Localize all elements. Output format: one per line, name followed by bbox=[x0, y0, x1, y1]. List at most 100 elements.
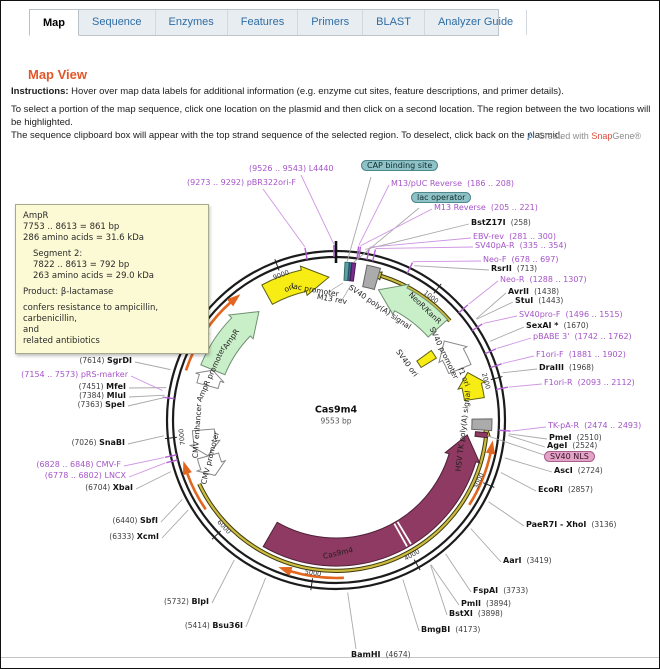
map-label-bmgbi[interactable]: BmgBI (4173) bbox=[421, 625, 481, 634]
tab-map[interactable]: Map bbox=[29, 9, 79, 36]
bubble-cap-binding-site[interactable]: CAP binding site bbox=[361, 160, 439, 171]
map-label-snabi[interactable]: (7026) SnaBI bbox=[71, 438, 125, 447]
plasmid-map-canvas[interactable] bbox=[1, 151, 659, 657]
primer-tick[interactable] bbox=[495, 386, 509, 391]
map-label-f1ori-r[interactable]: F1ori-R (2093 .. 2112) bbox=[544, 378, 635, 387]
map-label-pmei[interactable]: PmeI (2510) bbox=[549, 433, 602, 442]
map-label-aari[interactable]: AarI (3419) bbox=[503, 556, 552, 565]
bubble-lac-operator[interactable]: lac operator bbox=[411, 192, 472, 203]
primer-tick[interactable] bbox=[164, 454, 177, 459]
map-label-neo-f[interactable]: Neo-F (678 .. 697) bbox=[483, 255, 559, 264]
map-label-paer7i-xhoi[interactable]: PaeR7I - XhoI (3136) bbox=[526, 520, 617, 529]
primer-tick[interactable] bbox=[356, 246, 360, 259]
map-label-sbfi[interactable]: (6440) SbfI bbox=[112, 516, 158, 525]
map-label-pbabe-3[interactable]: pBABE 3' (1742 .. 1762) bbox=[533, 332, 632, 341]
feature-label-cmv-promoter[interactable]: CMV promoter bbox=[199, 430, 221, 486]
feature-cmv-promoter[interactable] bbox=[195, 452, 227, 476]
tab-enzymes[interactable]: Enzymes bbox=[156, 10, 228, 35]
feature-label-sv40-poly-a-signal[interactable]: SV40 poly(A) signal bbox=[347, 282, 413, 332]
map-label-blpi[interactable]: (5732) BlpI bbox=[163, 597, 209, 606]
map-label-tk-pa-r[interactable]: TK-pA-R (2474 .. 2493) bbox=[548, 421, 642, 430]
map-label-m13-reverse[interactable]: M13 Reverse (205 .. 221) bbox=[434, 203, 538, 212]
primer-tick[interactable] bbox=[458, 304, 469, 314]
map-label-fspai[interactable]: FspAI (3733) bbox=[473, 586, 529, 595]
map-label-bamhi[interactable]: BamHI (4674) bbox=[351, 650, 411, 659]
primer-tick[interactable] bbox=[358, 246, 362, 259]
arc-olive-cas9[interactable] bbox=[198, 435, 488, 572]
map-label-sexai[interactable]: SexAI * (1670) bbox=[526, 321, 589, 330]
tab-features[interactable]: Features bbox=[228, 10, 299, 35]
tab-blast[interactable]: BLAST bbox=[363, 10, 425, 35]
primer-tick[interactable] bbox=[162, 396, 175, 400]
feature-hsv-tk-polya-signal[interactable] bbox=[471, 418, 493, 432]
map-label-ebv-rev[interactable]: EBV-rev (281 .. 300) bbox=[473, 232, 557, 241]
primer-tick[interactable] bbox=[498, 429, 511, 432]
map-label-bstxi[interactable]: BstXI (3898) bbox=[449, 609, 503, 618]
feature-cmv-enhancer[interactable] bbox=[188, 428, 221, 457]
feature-f1-ori[interactable] bbox=[457, 371, 487, 402]
map-label-lac-operator[interactable]: lac operator bbox=[411, 192, 472, 203]
arc-orange-bottom[interactable] bbox=[290, 570, 344, 580]
map-label-neo-r[interactable]: Neo-R (1288 .. 1307) bbox=[500, 275, 587, 284]
map-label-mfei[interactable]: (7451) MfeI bbox=[78, 382, 126, 391]
map-label-lncx[interactable]: (6778 .. 6802) LNCX bbox=[44, 471, 126, 480]
primer-tick[interactable] bbox=[371, 249, 377, 262]
map-label-xbai[interactable]: (6704) XbaI bbox=[85, 483, 133, 492]
primer-tick[interactable] bbox=[490, 363, 502, 369]
tab-primers[interactable]: Primers bbox=[298, 10, 364, 35]
primer-tick[interactable] bbox=[406, 262, 414, 274]
feature-sv40-promoter[interactable] bbox=[438, 340, 472, 375]
feature-label-sv40-promoter[interactable]: SV40 promoter bbox=[427, 325, 461, 381]
primer-tick[interactable] bbox=[484, 348, 497, 355]
feature-lac-operator[interactable] bbox=[349, 262, 357, 282]
map-label-rsrii[interactable]: RsrII (713) bbox=[491, 264, 538, 273]
map-label-l4440[interactable]: (9526 .. 9543) L4440 bbox=[249, 164, 334, 173]
feature-ampr-promoter[interactable] bbox=[195, 369, 225, 390]
arc-orange-right[interactable] bbox=[468, 452, 492, 506]
feature-label-m13-rev[interactable]: M13 rev bbox=[316, 291, 348, 307]
map-label-cap-binding-site[interactable]: CAP binding site bbox=[361, 160, 439, 171]
map-label-pbr322ori-f[interactable]: (9273 .. 9292) pBR322ori-F bbox=[187, 178, 296, 187]
arc-olive-neor[interactable] bbox=[380, 274, 451, 322]
tab-sequence[interactable]: Sequence bbox=[79, 10, 156, 35]
feature-cas9m4[interactable] bbox=[262, 434, 481, 567]
primer-tick[interactable] bbox=[471, 323, 483, 332]
map-label-asci[interactable]: AscI (2724) bbox=[554, 466, 603, 475]
map-label-avrii[interactable]: AvrII (1438) bbox=[508, 287, 560, 296]
feature-label-f1-ori[interactable]: f1 ori bbox=[456, 366, 472, 388]
map-label-bstz17i[interactable]: BstZ17I (258) bbox=[471, 218, 531, 227]
map-label-agei[interactable]: AgeI (2524) bbox=[547, 441, 598, 450]
feature-sv40-nls[interactable] bbox=[474, 431, 489, 439]
feature-ori[interactable] bbox=[261, 265, 330, 305]
map-label-ecori[interactable]: EcoRI (2857) bbox=[538, 485, 593, 494]
map-label-draiii[interactable]: DraIII (1968) bbox=[539, 363, 594, 372]
map-label-sv40-nls[interactable]: SV40 NLS bbox=[544, 451, 595, 462]
map-label-bsu36i[interactable]: (5414) Bsu36I bbox=[184, 621, 243, 630]
feature-label-cas9m4[interactable]: Cas9m4 bbox=[322, 545, 354, 561]
map-label-stui[interactable]: StuI (1443) bbox=[515, 296, 564, 305]
feature-sv40-ori[interactable] bbox=[416, 349, 438, 369]
map-label-cmv-f[interactable]: (6828 .. 6848) CMV-F bbox=[36, 460, 121, 469]
feature-neor-kanr[interactable] bbox=[377, 283, 449, 338]
primer-tick[interactable] bbox=[166, 459, 179, 464]
feature-label-hsv-tk-poly-a-signal[interactable]: HSV TK poly(A) signal bbox=[453, 390, 473, 472]
map-label-prs-marker[interactable]: (7154 .. 7573) pRS-marker bbox=[21, 370, 128, 379]
feature-label-cmv-enhancer[interactable]: CMV enhancer bbox=[190, 403, 204, 459]
feature-label-sv40-ori[interactable]: SV40 ori bbox=[394, 347, 420, 379]
map-label-mlui[interactable]: (7384) MluI bbox=[79, 391, 126, 400]
bubble-sv40-nls[interactable]: SV40 NLS bbox=[544, 451, 595, 462]
plasmid-map[interactable]: 100020003000400050006000700080009000(952… bbox=[1, 151, 659, 659]
map-label-f1ori-f[interactable]: F1ori-F (1881 .. 1902) bbox=[536, 350, 626, 359]
map-label-pmli[interactable]: PmlI (3894) bbox=[461, 599, 511, 608]
map-label-sv40pro-f[interactable]: SV40pro-F (1496 .. 1515) bbox=[519, 310, 623, 319]
map-label-m13-puc-reverse[interactable]: M13/pUC Reverse (186 .. 208) bbox=[391, 179, 515, 188]
primer-tick[interactable] bbox=[304, 247, 308, 260]
feature-sv40-polya-signal[interactable] bbox=[362, 264, 382, 291]
feature-ampr[interactable] bbox=[200, 311, 260, 376]
map-label-sv40pa-r[interactable]: SV40pA-R (335 .. 354) bbox=[475, 241, 567, 250]
map-label-xcmi[interactable]: (6333) XcmI bbox=[109, 532, 159, 541]
tab-analyzer-guide[interactable]: Analyzer Guide bbox=[425, 10, 528, 35]
map-label-sgrdi[interactable]: (7614) SgrDI bbox=[79, 356, 132, 365]
map-label-spei[interactable]: (7363) SpeI bbox=[77, 400, 125, 409]
leader-xbai bbox=[135, 471, 172, 490]
